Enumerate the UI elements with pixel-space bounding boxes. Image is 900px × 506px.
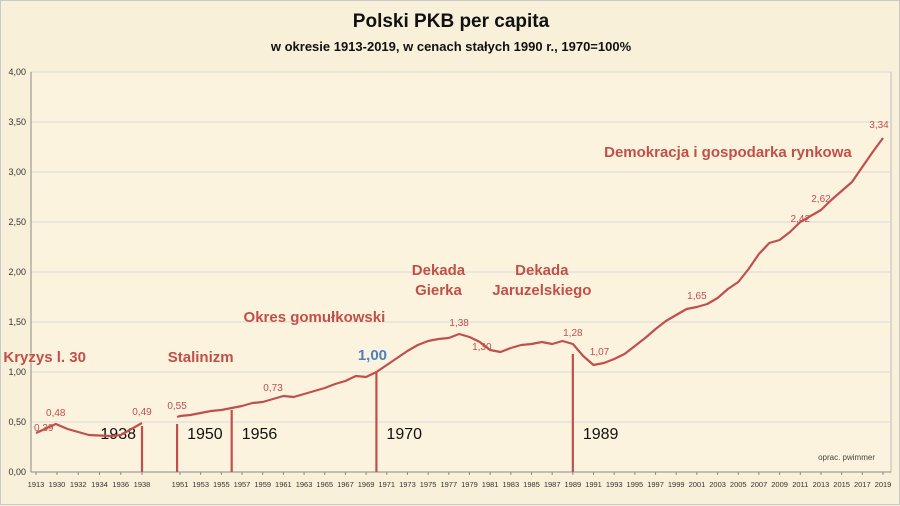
y-tick-label: 2,00	[8, 267, 26, 277]
y-tick-label: 3,50	[8, 117, 26, 127]
data-label: 0,55	[167, 401, 187, 412]
x-tick-label: 1989	[565, 480, 582, 489]
x-tick-label: 1995	[627, 480, 644, 489]
x-tick-label: 1983	[502, 480, 519, 489]
period-annotation: Dekada	[412, 262, 466, 279]
x-tick-label: 1951	[172, 480, 189, 489]
period-marker-label: 1970	[386, 426, 422, 443]
data-label: 2,62	[811, 194, 831, 205]
period-marker-label: 1956	[242, 426, 278, 443]
x-tick-label: 1991	[585, 480, 602, 489]
x-tick-label: 1955	[213, 480, 230, 489]
gdp-series-line	[35, 422, 143, 438]
x-tick-label: 1997	[647, 480, 664, 489]
data-label: 1,65	[687, 291, 707, 302]
x-tick-label: 2015	[833, 480, 850, 489]
period-annotation: Stalinizm	[168, 349, 234, 366]
chart-title: Polski PKB per capita	[352, 11, 550, 32]
x-tick-label: 1932	[70, 480, 87, 489]
x-tick-label: 1957	[234, 480, 251, 489]
x-tick-label: 1993	[606, 480, 623, 489]
data-label: 1,30	[472, 342, 492, 353]
x-tick-label: 2013	[813, 480, 830, 489]
data-label: 0,73	[263, 383, 283, 394]
x-tick-label: 2011	[792, 480, 808, 489]
x-tick-label: 1975	[420, 480, 437, 489]
period-annotation: Demokracja i gospodarka rynkowa	[604, 144, 852, 161]
period-marker-label: 1950	[187, 426, 223, 443]
x-tick-label: 1936	[112, 480, 129, 489]
y-tick-label: 0,00	[8, 467, 26, 477]
y-tick-label: 2,50	[8, 217, 26, 227]
data-label: 3,34	[869, 120, 889, 131]
period-annotation: Gierka	[415, 282, 462, 299]
x-tick-label: 1965	[316, 480, 333, 489]
x-tick-label: 1973	[399, 480, 416, 489]
x-tick-label: 2019	[875, 480, 892, 489]
x-tick-label: 2001	[689, 480, 706, 489]
chart-credit: oprac. pwimmer	[818, 453, 875, 462]
x-tick-label: 1953	[192, 480, 209, 489]
data-label: 1,00	[358, 347, 387, 364]
x-tick-label: 1930	[49, 480, 66, 489]
period-marker-label: 1989	[583, 426, 619, 443]
x-tick-label: 1985	[523, 480, 540, 489]
x-tick-label: 1971	[378, 480, 395, 489]
y-tick-label: 0,50	[8, 417, 26, 427]
x-tick-label: 1981	[482, 480, 499, 489]
x-tick-label: 2003	[709, 480, 726, 489]
x-tick-label: 1938	[134, 480, 151, 489]
x-tick-label: 1969	[358, 480, 375, 489]
y-tick-label: 4,00	[8, 67, 26, 77]
x-tick-label: 1967	[337, 480, 354, 489]
x-tick-label: 1977	[440, 480, 457, 489]
x-tick-label: 1913	[28, 480, 45, 489]
x-tick-label: 2009	[771, 480, 788, 489]
x-tick-label: 1999	[668, 480, 685, 489]
period-annotation: Dekada	[515, 262, 569, 279]
x-tick-label: 2007	[751, 480, 768, 489]
x-tick-label: 1979	[461, 480, 478, 489]
x-tick-label: 2017	[854, 480, 871, 489]
gdp-series-line	[176, 137, 884, 419]
y-tick-label: 1,50	[8, 317, 26, 327]
x-tick-label: 1987	[544, 480, 561, 489]
y-tick-label: 1,00	[8, 367, 26, 377]
x-tick-label: 1961	[275, 480, 292, 489]
period-annotation: Jaruzelskiego	[492, 282, 591, 299]
data-label: 0,48	[46, 408, 66, 419]
data-label: 1,38	[449, 318, 469, 329]
x-tick-label: 1963	[296, 480, 313, 489]
chart-subtitle: w okresie 1913-2019, w cenach stałych 19…	[270, 39, 632, 54]
y-tick-label: 3,00	[8, 167, 26, 177]
x-tick-label: 2005	[730, 480, 747, 489]
data-label: 0,39	[34, 423, 54, 434]
x-tick-label: 1959	[254, 480, 271, 489]
period-annotation: Okres gomułkowski	[244, 309, 386, 326]
data-label: 0,49	[132, 407, 152, 418]
data-label: 2,42	[791, 214, 811, 225]
period-annotation: Kryzys l. 30	[3, 349, 86, 366]
data-label: 1,28	[563, 328, 583, 339]
x-tick-label: 1934	[91, 480, 108, 489]
data-label: 1,07	[590, 347, 610, 358]
